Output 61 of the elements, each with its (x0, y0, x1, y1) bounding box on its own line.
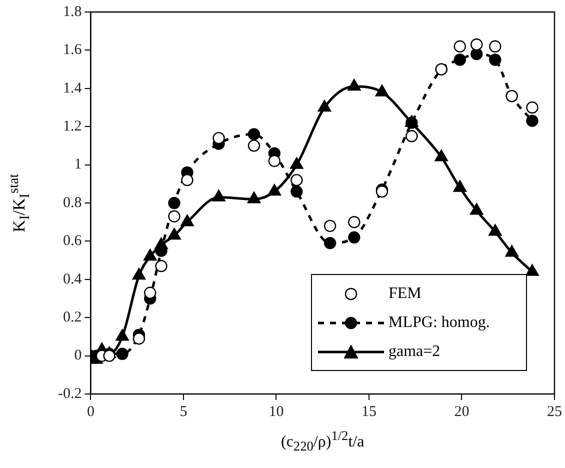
point (470, 203, 484, 215)
y-tick-label: 1 (74, 156, 82, 173)
point (454, 54, 466, 66)
point (168, 196, 180, 210)
x-tick-label: 0 (86, 404, 94, 420)
y-tick-label: 0 (74, 348, 82, 364)
point (168, 210, 180, 222)
y-tick-label: 1.4 (62, 80, 82, 96)
point (144, 286, 156, 299)
y-tick-label: 0.2 (62, 310, 82, 326)
point (348, 231, 360, 244)
point (290, 185, 303, 198)
x-tick-label: 15 (362, 404, 376, 420)
point (248, 128, 260, 140)
point (268, 154, 280, 168)
point (290, 157, 304, 169)
point (268, 184, 282, 196)
y-tick-label: 1.8 (62, 4, 82, 20)
point (248, 140, 260, 152)
point (526, 101, 538, 114)
point (526, 114, 538, 127)
point (116, 329, 129, 341)
point (454, 40, 466, 52)
point (434, 150, 448, 162)
point (168, 228, 181, 240)
point (155, 260, 168, 272)
y-tick-label: -0.2 (58, 386, 82, 402)
point (180, 214, 194, 226)
legend-label: gama=2 (388, 342, 442, 360)
point (505, 245, 518, 257)
x-tick-label: 20 (454, 404, 470, 420)
point (489, 54, 502, 66)
legend-label: FEM (388, 284, 422, 302)
point (470, 38, 483, 51)
y-tick-label: 1.6 (62, 42, 82, 58)
point (324, 237, 336, 250)
x-tick-label: 5 (180, 404, 188, 420)
x-axis-title: (c$_{220}$/ρ)$^{1/2}$t/a (280, 428, 366, 455)
y-tick-label: 0.6 (62, 233, 82, 250)
y-tick-label: 1.2 (62, 118, 82, 135)
y-tick-label: 0.4 (62, 271, 82, 288)
point (324, 220, 336, 232)
point (247, 192, 261, 204)
point (143, 248, 157, 261)
point (526, 264, 539, 276)
point (116, 348, 128, 360)
point (348, 216, 360, 228)
point (406, 130, 418, 142)
legend-label: MLPG: homog. (388, 314, 491, 332)
point (212, 132, 225, 144)
x-tick-label: 10 (268, 404, 284, 420)
y-tick-label: 0.8 (62, 194, 82, 211)
point (488, 224, 502, 236)
x-tick-label: 25 (547, 404, 562, 420)
point (212, 190, 226, 202)
point (132, 268, 146, 280)
point (290, 174, 303, 186)
point (489, 40, 502, 52)
point (181, 174, 194, 186)
point (453, 180, 467, 192)
point (132, 332, 146, 345)
